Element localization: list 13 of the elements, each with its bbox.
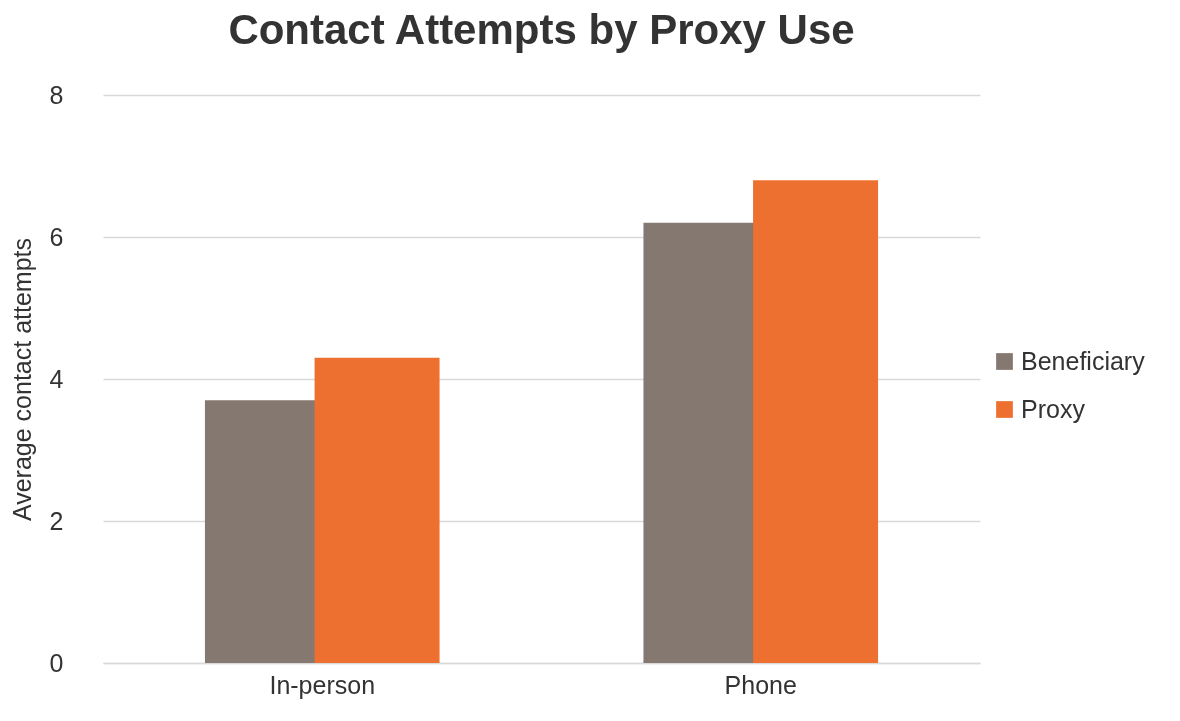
y-axis-title: Average contact attempts [7,237,36,522]
y-tick-label: 8 [49,80,64,109]
y-tick-label: 6 [49,222,64,251]
y-tick-label: 2 [49,506,64,535]
legend-label: Beneficiary [1021,346,1146,375]
x-tick-label: In-person [269,670,376,699]
chart-title: Contact Attempts by Proxy Use [228,6,855,53]
legend-label: Proxy [1021,394,1086,423]
y-tick-label: 0 [49,648,64,677]
y-tick-label: 4 [49,364,64,393]
bar [314,357,440,663]
bar [753,180,879,663]
x-tick-label: Phone [724,670,797,699]
